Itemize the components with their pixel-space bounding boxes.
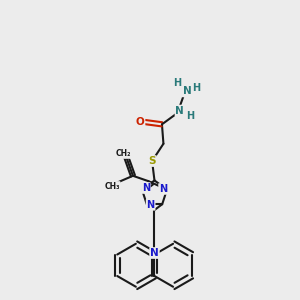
Text: N: N (183, 86, 191, 97)
Text: S: S (148, 156, 156, 166)
Text: H: H (186, 111, 194, 121)
Text: CH₃: CH₃ (104, 182, 120, 191)
Text: N: N (176, 106, 184, 116)
Text: O: O (136, 117, 145, 127)
Text: N: N (147, 200, 155, 210)
Text: H: H (193, 83, 201, 93)
Text: N: N (159, 184, 167, 194)
Text: CH₂: CH₂ (116, 149, 131, 158)
Text: N: N (142, 183, 150, 193)
Text: H: H (173, 78, 181, 88)
Text: N: N (150, 248, 159, 258)
